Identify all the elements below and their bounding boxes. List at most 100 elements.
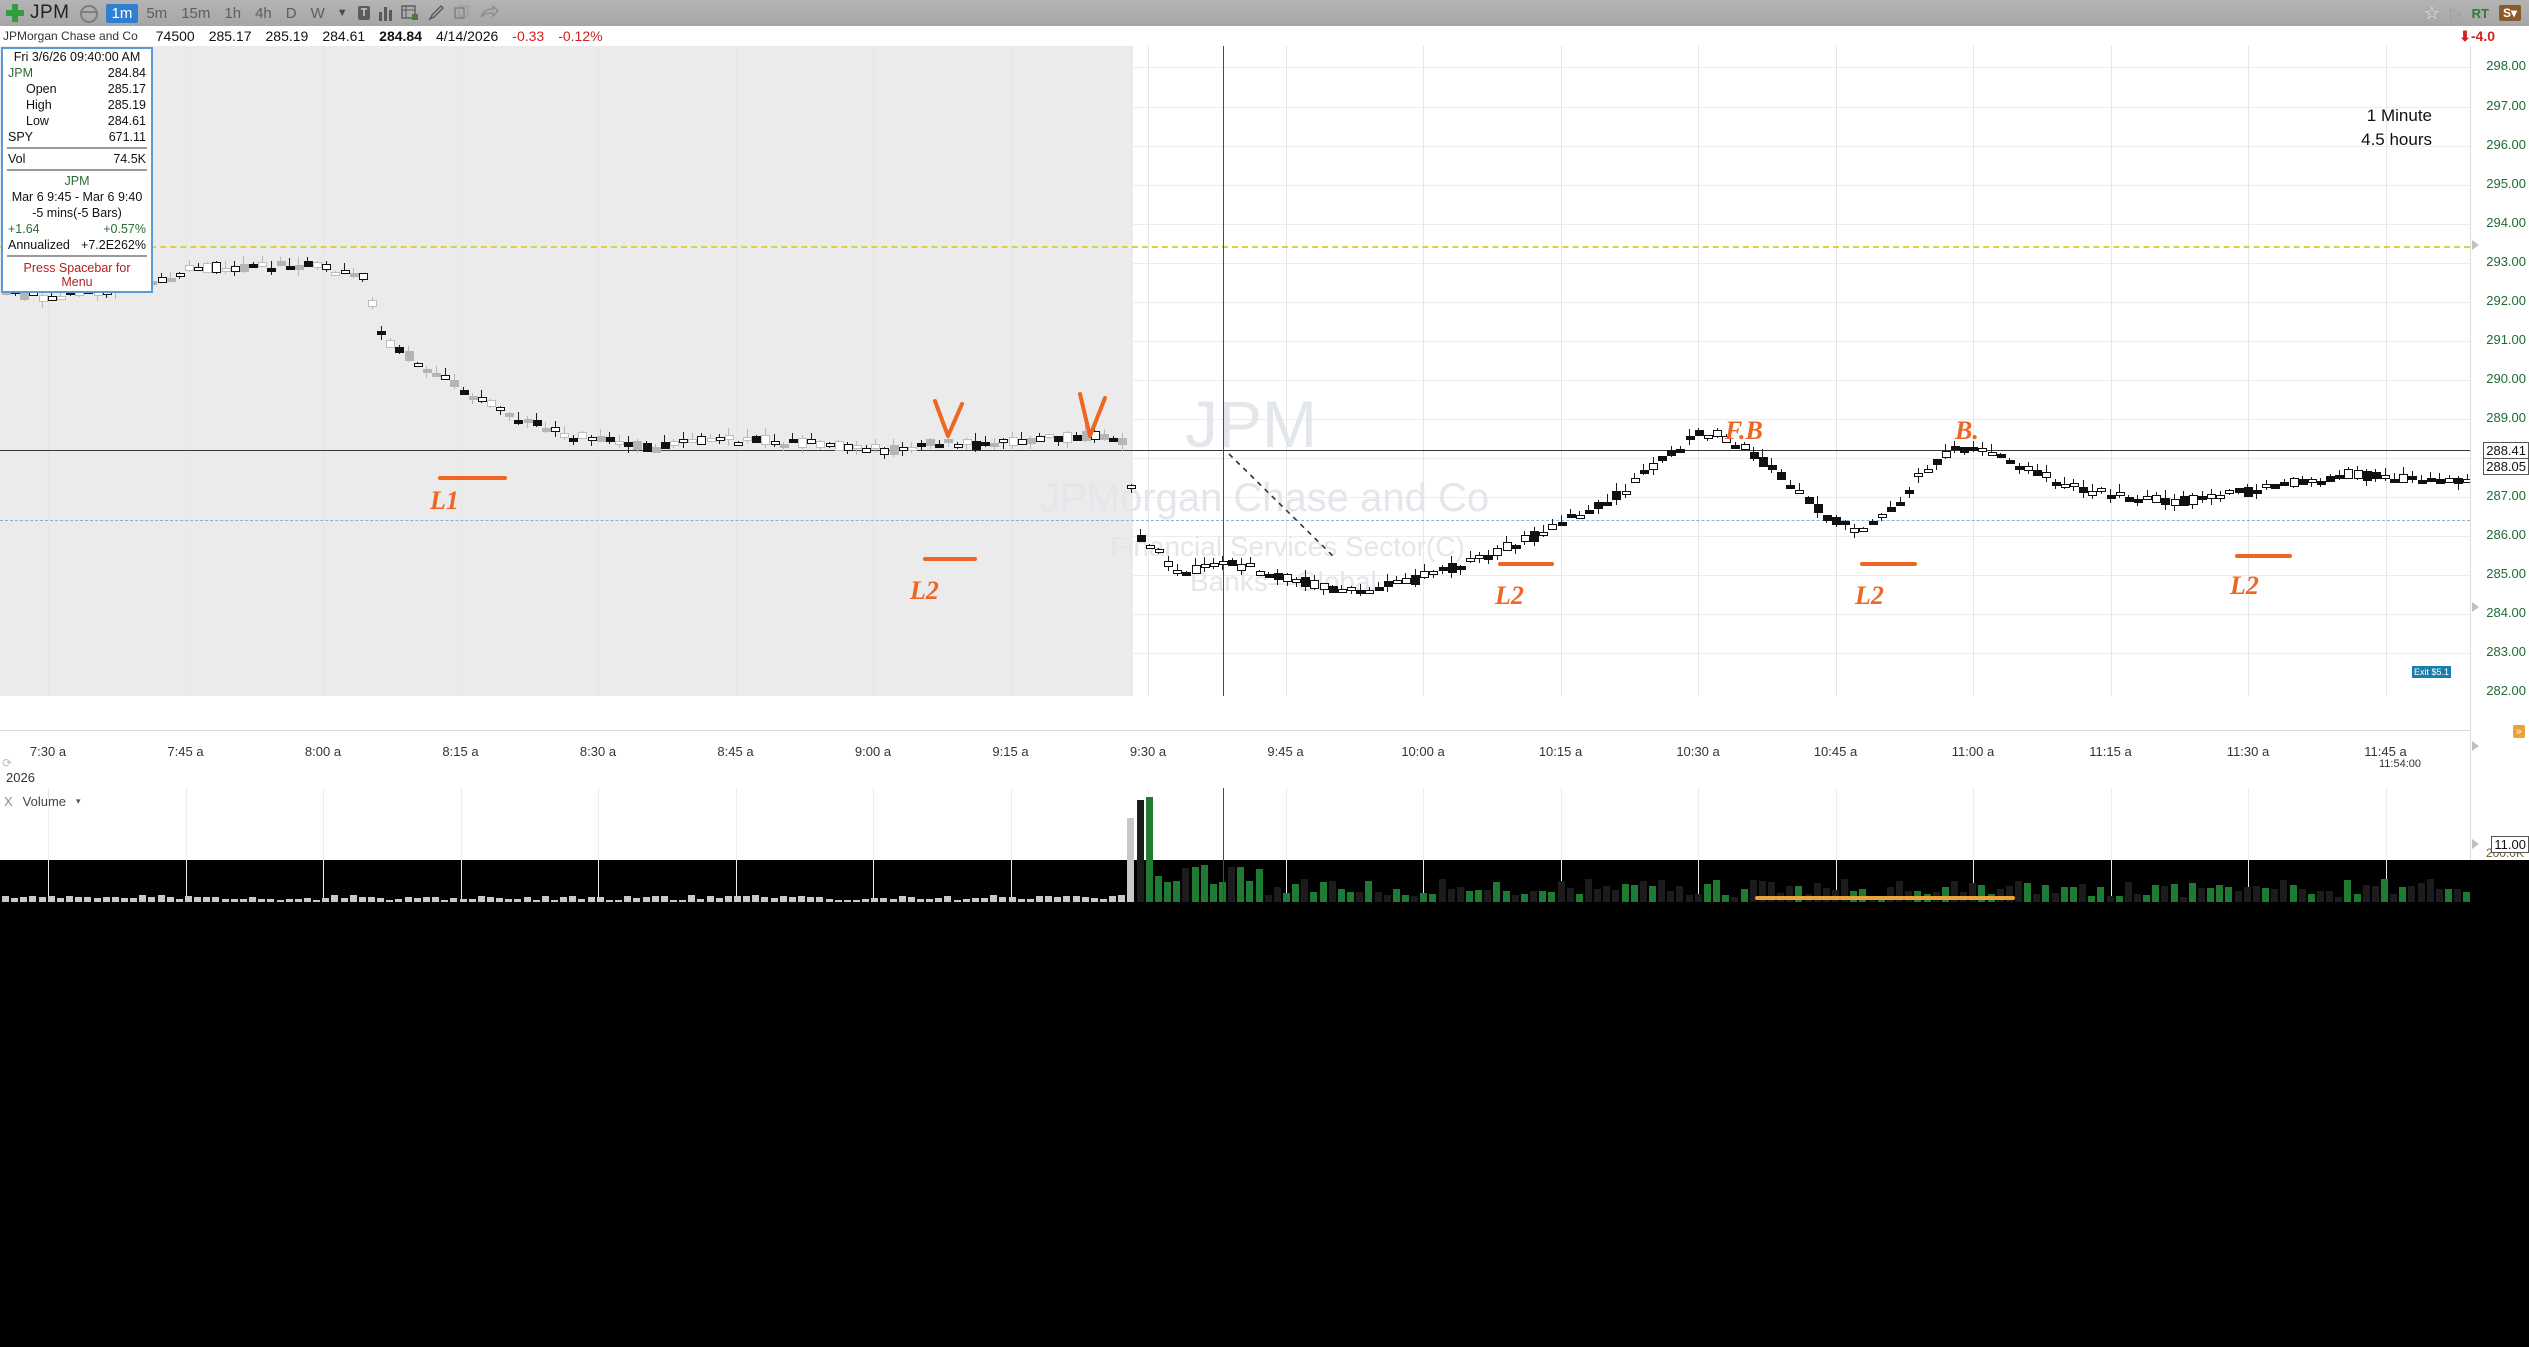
info-low-value: 284.61 (107, 114, 146, 128)
trading-chart-app: JPM 1m 5m 15m 1h 4h D W ▼ T ☆ ▷ RT S▾ (0, 0, 2529, 902)
candle-body (1063, 431, 1073, 443)
chevron-down-icon[interactable]: ▼ (336, 7, 348, 19)
candle-body (368, 299, 377, 308)
candle-body (1273, 572, 1283, 581)
volume-bar (2399, 887, 2407, 902)
timeframe-1m[interactable]: 1m (105, 3, 139, 23)
candle-body (2353, 470, 2363, 480)
volume-bar (1950, 881, 1958, 902)
quote-change: -0.33 (512, 28, 545, 44)
price-plot[interactable]: JPM JPMorgan Chase and Co Financial Serv… (0, 46, 2470, 696)
bar-style-icon[interactable] (379, 6, 393, 21)
volume-chevron-icon[interactable]: ▾ (76, 796, 81, 806)
favorite-star-icon[interactable]: ☆ (2423, 2, 2441, 23)
candle-body (1713, 430, 1723, 438)
candle-body (551, 427, 560, 433)
candle-body (2188, 495, 2198, 506)
candle-body (267, 267, 277, 273)
candle-wick (2338, 469, 2340, 480)
chart-area[interactable]: JPM JPMorgan Chase and Co Financial Serv… (0, 46, 2529, 902)
volume-bar (798, 895, 806, 902)
candle-body (450, 380, 460, 387)
grid-line-h (0, 457, 2470, 459)
timeframe-week[interactable]: W (310, 4, 325, 22)
crosshair-vertical (1223, 46, 1224, 696)
volume-bar (944, 896, 952, 902)
grid-line-h (0, 184, 2470, 186)
volume-grid-line (1698, 788, 1699, 902)
flag-icon[interactable]: ▷ (2450, 5, 2462, 22)
volume-grid-line (460, 788, 462, 902)
volume-bar (1182, 867, 1190, 902)
horizontal-scroll-thumb[interactable] (1755, 896, 2015, 900)
volume-bar (404, 896, 412, 902)
candle-body (1539, 531, 1549, 536)
volume-plot[interactable] (0, 788, 2470, 902)
candle-body (1649, 463, 1658, 470)
volume-bar (1383, 894, 1391, 902)
exit-price-chip[interactable]: Exit $5.1 (2412, 666, 2452, 678)
candle-body (587, 436, 597, 441)
volume-bar (1511, 895, 1519, 902)
candle-wick (481, 390, 483, 404)
candle-wick (691, 433, 693, 443)
price-tick: 287.00 (2486, 487, 2526, 503)
right-indicator-value: -4.0 (2470, 27, 2495, 44)
volume-bar (1941, 887, 1949, 902)
candle-body (294, 265, 304, 270)
candle-body (898, 446, 908, 451)
volume-bar (239, 898, 247, 902)
volume-bar (834, 899, 842, 902)
volume-panel-header[interactable]: X Volume ▾ (4, 794, 81, 809)
candle-body (1118, 438, 1128, 445)
draw-pencil-icon[interactable] (428, 5, 445, 21)
candle-body (1035, 435, 1045, 442)
timeframe-1h[interactable]: 1h (224, 4, 242, 22)
candle-body (1969, 446, 1979, 451)
volume-bar (1484, 890, 1492, 902)
volume-bar (294, 899, 302, 902)
volume-bar (358, 897, 366, 902)
candle-body (2015, 466, 2024, 471)
candle-body (816, 440, 826, 449)
price-tick: 284.00 (2486, 605, 2526, 621)
share-icon[interactable] (480, 5, 500, 21)
add-icon[interactable] (4, 2, 26, 24)
volume-bar (724, 895, 732, 902)
volume-bar (926, 898, 934, 902)
globe-icon[interactable] (78, 4, 98, 23)
candle-wick (2384, 468, 2386, 481)
candle-body (660, 442, 670, 449)
expand-panel-button[interactable]: » (2513, 725, 2525, 738)
timeframe-5m[interactable]: 5m (146, 4, 168, 22)
volume-bar (2289, 884, 2297, 902)
timeframe-15m[interactable]: 15m (181, 4, 211, 22)
volume-close-icon[interactable]: X (4, 794, 13, 809)
candle-body (2060, 483, 2070, 488)
reload-icon[interactable]: ⟳ (2, 756, 13, 770)
symbol-label[interactable]: JPM (30, 2, 70, 23)
volume-bar (2179, 896, 2187, 902)
time-axis[interactable]: 7:30 a 7:45 a 8:00 a 8:15 a 8:30 a 8:45 a 9:00… (0, 730, 2470, 786)
time-tick: 9:00 a (854, 744, 892, 759)
candle-body (935, 443, 945, 448)
price-axis[interactable]: 298.00 297.00 296.00 295.00 294.00 293.00 292.… (2470, 46, 2529, 860)
quote-info-panel[interactable]: Fri 3/6/26 09:40:00 AM JPM 284.84 Open 2… (1, 47, 153, 293)
studies-icon[interactable] (401, 5, 419, 21)
quote-change-percent: -0.12% (558, 28, 603, 44)
volume-bar (477, 895, 485, 902)
volume-bar (669, 899, 677, 902)
source-badge[interactable]: S▾ (2498, 5, 2521, 21)
timeframe-day[interactable]: D (285, 4, 297, 22)
candle-body (1575, 514, 1585, 519)
candle-body (349, 273, 359, 278)
timeframe-4h[interactable]: 4h (255, 4, 272, 22)
candle-wick (600, 428, 602, 443)
volume-bar (1621, 884, 1629, 902)
copy-icon[interactable] (454, 5, 471, 21)
text-tool-icon[interactable]: T (357, 6, 371, 20)
volume-bar (322, 898, 330, 902)
candle-wick (1570, 509, 1572, 517)
volume-bar (2371, 885, 2379, 902)
candle-body (38, 295, 48, 303)
